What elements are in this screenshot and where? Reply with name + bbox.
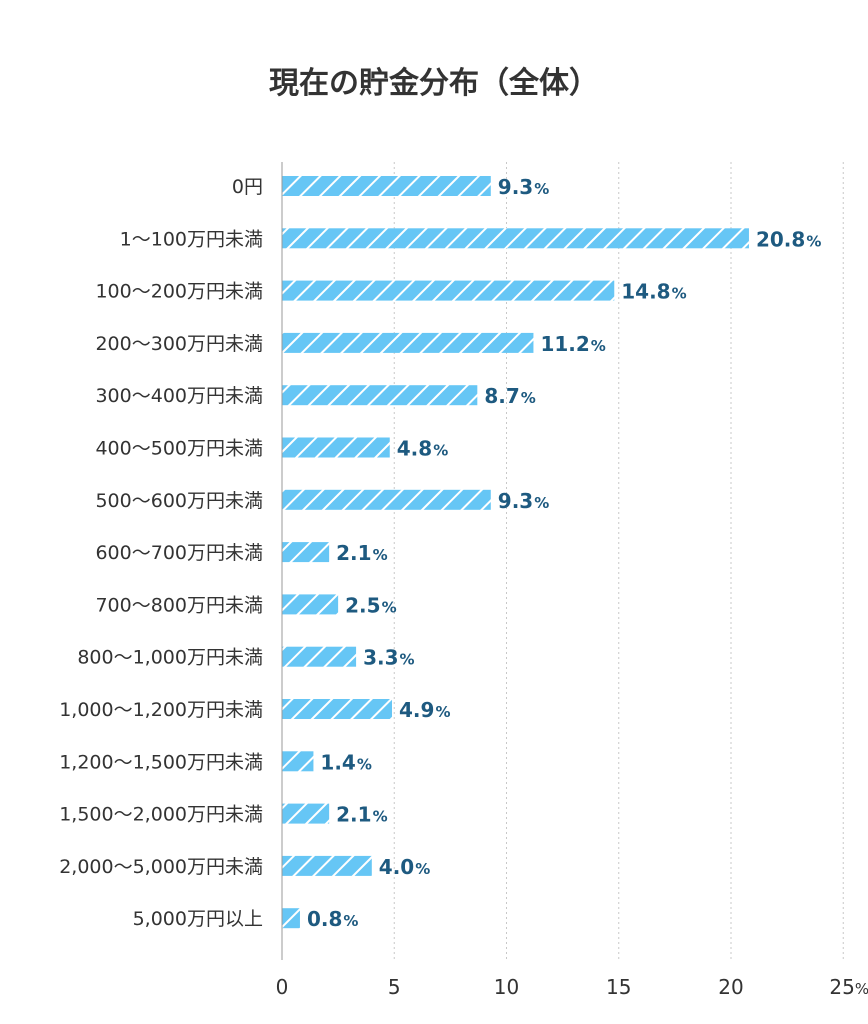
bar <box>282 228 749 249</box>
category-label: 400〜500万円未満 <box>95 438 263 460</box>
x-axis-ticks: 0 5 10 15 20 25% <box>276 975 868 999</box>
value-label: 14.8% <box>621 280 686 304</box>
category-label: 2,000〜5,000万円未満 <box>59 856 263 878</box>
bar <box>282 332 534 353</box>
value-label: 3.3% <box>363 646 414 670</box>
value-label: 4.0% <box>379 855 430 879</box>
category-label: 800〜1,000万円未満 <box>77 647 263 669</box>
value-label: 2.5% <box>345 593 396 617</box>
x-tick-label: 25% <box>829 975 868 999</box>
value-label: 2.1% <box>336 803 387 827</box>
bar <box>282 594 339 615</box>
value-label: 2.1% <box>336 541 387 565</box>
bar <box>282 437 390 458</box>
grid-lines <box>393 162 844 960</box>
value-label: 8.7% <box>484 384 535 408</box>
value-label: 4.8% <box>397 437 448 461</box>
category-label: 1,200〜1,500万円未満 <box>59 751 263 773</box>
bar <box>282 699 393 719</box>
bar <box>282 751 314 772</box>
bar <box>282 489 491 510</box>
x-tick-label: 5 <box>388 975 401 999</box>
category-label: 200〜300万円未満 <box>95 333 263 355</box>
x-tick-label: 10 <box>494 975 519 999</box>
bars <box>282 176 749 929</box>
category-label: 0円 <box>232 176 263 198</box>
x-tick-label: 20 <box>718 975 743 999</box>
bar <box>282 908 300 929</box>
value-label: 1.4% <box>320 750 371 774</box>
category-labels: 0円 1〜100万円未満 100〜200万円未満 200〜300万円未満 300〜400… <box>59 176 263 930</box>
category-label: 100〜200万円未満 <box>95 281 263 303</box>
chart-title: 現在の貯金分布（全体） <box>269 66 599 101</box>
value-label: 20.8% <box>756 227 821 251</box>
bar <box>282 855 372 876</box>
category-label: 700〜800万円未満 <box>95 594 263 616</box>
bar <box>282 385 478 406</box>
category-label: 5,000万円以上 <box>133 908 263 930</box>
value-label: 9.3% <box>498 175 549 199</box>
value-label: 4.9% <box>399 698 450 722</box>
value-label: 11.2% <box>540 332 605 356</box>
category-label: 500〜600万円未満 <box>95 490 263 512</box>
category-label: 1,000〜1,200万円未満 <box>59 699 263 721</box>
value-labels: 9.3% 20.8% 14.8% 11.2% 8.7% 4.8% 9.3% 2.1% 2.5% 3… <box>307 175 821 931</box>
category-label: 600〜700万円未満 <box>95 542 263 564</box>
category-label: 1〜100万円未満 <box>120 228 263 250</box>
bar <box>282 803 330 824</box>
category-label: 300〜400万円未満 <box>95 385 263 407</box>
bar <box>282 176 491 196</box>
bar <box>282 542 330 563</box>
x-tick-label: 0 <box>276 975 289 999</box>
value-label: 9.3% <box>498 489 549 513</box>
value-label: 0.8% <box>307 907 358 931</box>
bar <box>282 280 615 301</box>
category-label: 1,500〜2,000万円未満 <box>59 804 263 826</box>
x-tick-label: 15 <box>606 975 631 999</box>
bar <box>282 646 357 667</box>
